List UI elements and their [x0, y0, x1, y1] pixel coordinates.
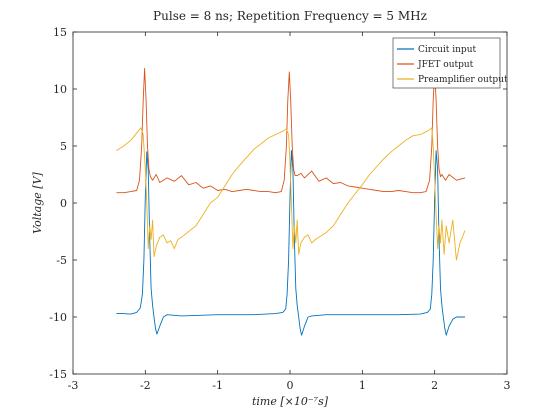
- y-tick-label: -5: [56, 254, 67, 267]
- legend-box: [392, 37, 501, 89]
- x-tick-label: -2: [140, 379, 151, 392]
- series-layer: [116, 68, 466, 336]
- y-tick-label: 0: [60, 197, 67, 210]
- x-tick-label: -3: [68, 379, 79, 392]
- y-tick-label: 15: [53, 26, 67, 39]
- y-tick-label: 10: [53, 83, 67, 96]
- x-tick-label: 3: [504, 379, 511, 392]
- series-line-3: [116, 127, 466, 261]
- chart-title: Pulse = 8 ns; Repetition Frequency = 5 M…: [153, 9, 427, 23]
- x-tick-label: 0: [287, 379, 294, 392]
- x-tick-label: 2: [431, 379, 438, 392]
- x-tick-label: 1: [359, 379, 366, 392]
- legend-label-2: JFET output: [417, 60, 474, 70]
- y-tick-label: -10: [49, 311, 67, 324]
- legend-label-3: Preamplifier output: [418, 75, 508, 85]
- y-axis-label: Voltage [V]: [31, 171, 44, 233]
- y-tick-label: -15: [49, 368, 67, 381]
- legend-label-1: Circuit input: [418, 45, 476, 55]
- series-line-2: [116, 68, 466, 194]
- x-axis-label: time [×10⁻⁷s]: [252, 395, 329, 408]
- x-tick-label: -1: [212, 379, 223, 392]
- legend: Circuit input JFET output Preamplifier out…: [392, 37, 508, 89]
- y-tick-label: 5: [60, 140, 67, 153]
